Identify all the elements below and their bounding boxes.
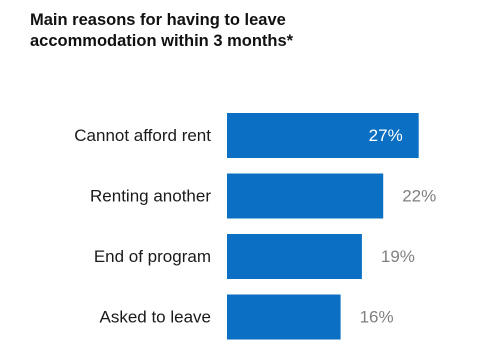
chart-title-line-1: Main reasons for having to leave: [30, 11, 286, 29]
bars-group: Cannot afford rent 27% Renting another 22% E…: [74, 113, 436, 340]
category-label: Renting another: [90, 187, 211, 206]
category-label: Cannot afford rent: [74, 126, 211, 145]
value-label: 27%: [369, 126, 403, 145]
value-label: 19%: [381, 247, 415, 266]
bar: [227, 294, 341, 340]
bar: [227, 173, 384, 219]
category-label: End of program: [94, 247, 211, 266]
category-label: Asked to leave: [99, 308, 211, 327]
value-label: 22%: [402, 187, 436, 206]
value-label: 16%: [360, 308, 394, 327]
bar: [227, 113, 419, 158]
bar: [227, 234, 362, 279]
chart-title-line-2: accommodation within 3 months*: [30, 32, 294, 50]
